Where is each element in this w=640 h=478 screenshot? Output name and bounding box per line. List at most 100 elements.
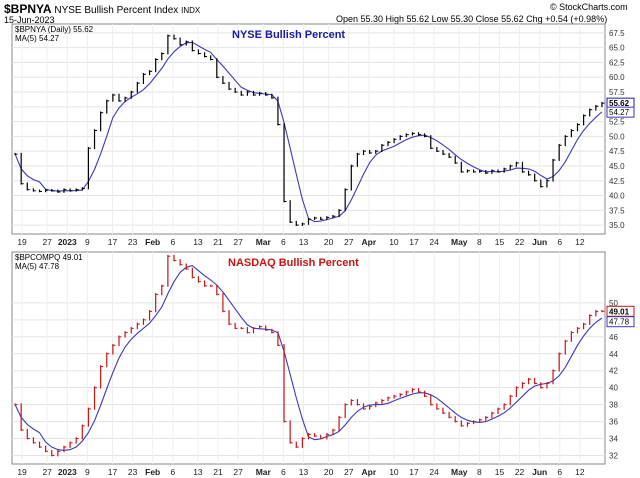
symbol: $BPNYA [4, 2, 52, 16]
x-tick-label: 22 [515, 467, 525, 477]
x-tick-label: Jun [532, 467, 547, 477]
x-tick-label: 27 [344, 237, 354, 247]
y-tick-label: 47.5 [609, 147, 625, 156]
y-tick-label: 52.5 [609, 118, 625, 127]
y-tick-label: 40.0 [609, 192, 625, 201]
ma-value-tag [606, 316, 635, 328]
x-tick-label: 6 [281, 467, 286, 477]
x-tick-label: Feb [145, 237, 160, 247]
x-tick-label: 8 [477, 237, 482, 247]
x-tick-label: 22 [515, 237, 525, 247]
panel-title: NYSE Bullish Percent [232, 29, 345, 41]
x-tick-label: 10 [389, 237, 399, 247]
x-tick-label: 13 [299, 237, 309, 247]
panel-2: 32343638404244464850NASDAQ Bullish Perce… [11, 251, 635, 477]
y-tick-label: 50.0 [609, 132, 625, 141]
x-tick-label: Mar [256, 237, 272, 247]
x-tick-label: 13 [193, 237, 203, 247]
x-tick-label: Apr [361, 467, 376, 477]
y-tick-label: 50 [609, 299, 618, 308]
y-tick-label: 45.0 [609, 162, 625, 171]
x-tick-label: 6 [281, 237, 286, 247]
x-tick-label: 27 [344, 467, 354, 477]
x-tick-label: 17 [108, 467, 118, 477]
x-tick-label: 20 [324, 237, 334, 247]
x-tick-label: 21 [213, 237, 223, 247]
x-tick-label: 6 [170, 467, 175, 477]
symbol-line: $BPNYA NYSE Bullish Percent Index INDX [4, 2, 200, 16]
ohlc-line: Open 55.30 High 55.62 Low 55.30 Close 55… [336, 14, 608, 24]
y-tick-label: 42.5 [609, 177, 625, 186]
x-tick-label: 27 [233, 237, 243, 247]
panel-1: 35.037.540.042.545.047.550.052.555.057.5… [11, 23, 635, 247]
x-tick-label: 15 [495, 467, 505, 477]
bar-series [14, 254, 605, 457]
x-tick-label: May [451, 237, 468, 247]
y-tick-label: 42 [609, 367, 618, 376]
x-tick-label: Feb [145, 467, 160, 477]
x-tick-label: 6 [557, 467, 562, 477]
exchange: INDX [181, 6, 201, 15]
y-tick-label: 44 [609, 350, 618, 359]
x-tick-label: 9 [85, 237, 90, 247]
x-tick-label: 13 [193, 467, 203, 477]
x-tick-label: 23 [128, 467, 138, 477]
x-tick-label: 24 [429, 467, 439, 477]
y-tick-label: 36 [609, 418, 618, 427]
x-tick-label: 27 [42, 467, 52, 477]
x-tick-label: 15 [495, 237, 505, 247]
x-tick-label: 19 [17, 237, 27, 247]
chart-date: 15-Jun-2023 [4, 15, 55, 25]
panel-title: NASDAQ Bullish Percent [228, 257, 359, 269]
x-tick-label: 17 [409, 467, 419, 477]
bar-series [14, 34, 605, 226]
plot-area [11, 251, 606, 465]
x-tick-label: Apr [361, 237, 376, 247]
x-tick-label: 20 [324, 467, 334, 477]
y-tick-label: 38 [609, 401, 618, 410]
y-tick-label: 46 [609, 333, 618, 342]
x-tick-label: May [451, 467, 468, 477]
x-tick-label: 27 [233, 467, 243, 477]
y-tick-label: 40 [609, 384, 618, 393]
y-tick-label: 57.5 [609, 88, 625, 97]
x-tick-label: 2023 [58, 467, 77, 477]
credit: © StockCharts.com [550, 2, 628, 12]
x-tick-label: 24 [429, 237, 439, 247]
x-tick-label: Mar [256, 467, 272, 477]
x-tick-label: 12 [575, 467, 585, 477]
x-tick-label: 19 [17, 467, 27, 477]
y-tick-label: 60.0 [609, 73, 625, 82]
x-tick-label: 21 [213, 467, 223, 477]
last-value-label: 49.01 [609, 307, 630, 316]
legend-ma: MA(5) 47.78 [15, 262, 60, 271]
x-tick-label: 6 [557, 237, 562, 247]
x-tick-label: 13 [299, 467, 309, 477]
x-tick-label: 23 [128, 237, 138, 247]
x-tick-label: 8 [477, 467, 482, 477]
x-tick-label: 9 [85, 467, 90, 477]
x-tick-label: 17 [108, 237, 118, 247]
y-tick-label: 65.0 [609, 44, 625, 53]
x-tick-label: Jun [532, 237, 547, 247]
x-tick-label: 6 [170, 237, 175, 247]
y-tick-label: 34 [609, 435, 618, 444]
symbol-name: NYSE Bullish Percent Index [54, 5, 179, 16]
x-tick-label: 12 [575, 237, 585, 247]
y-tick-label: 37.5 [609, 206, 625, 215]
x-tick-label: 2023 [58, 237, 77, 247]
legend-ma: MA(5) 54.27 [15, 34, 60, 43]
legend-series: $BPCOMPQ 49.01 [15, 253, 83, 262]
plot-area [11, 23, 606, 235]
y-tick-label: 32 [609, 452, 618, 461]
legend-series: $BPNYA (Daily) 55.62 [15, 25, 94, 34]
x-tick-label: 10 [389, 467, 399, 477]
ma-value-label: 54.27 [609, 108, 630, 117]
y-tick-label: 62.5 [609, 58, 625, 67]
last-value-label: 55.62 [609, 99, 630, 108]
ma-value-label: 47.78 [609, 318, 630, 327]
y-tick-label: 35.0 [609, 221, 625, 230]
y-tick-label: 67.5 [609, 29, 625, 38]
